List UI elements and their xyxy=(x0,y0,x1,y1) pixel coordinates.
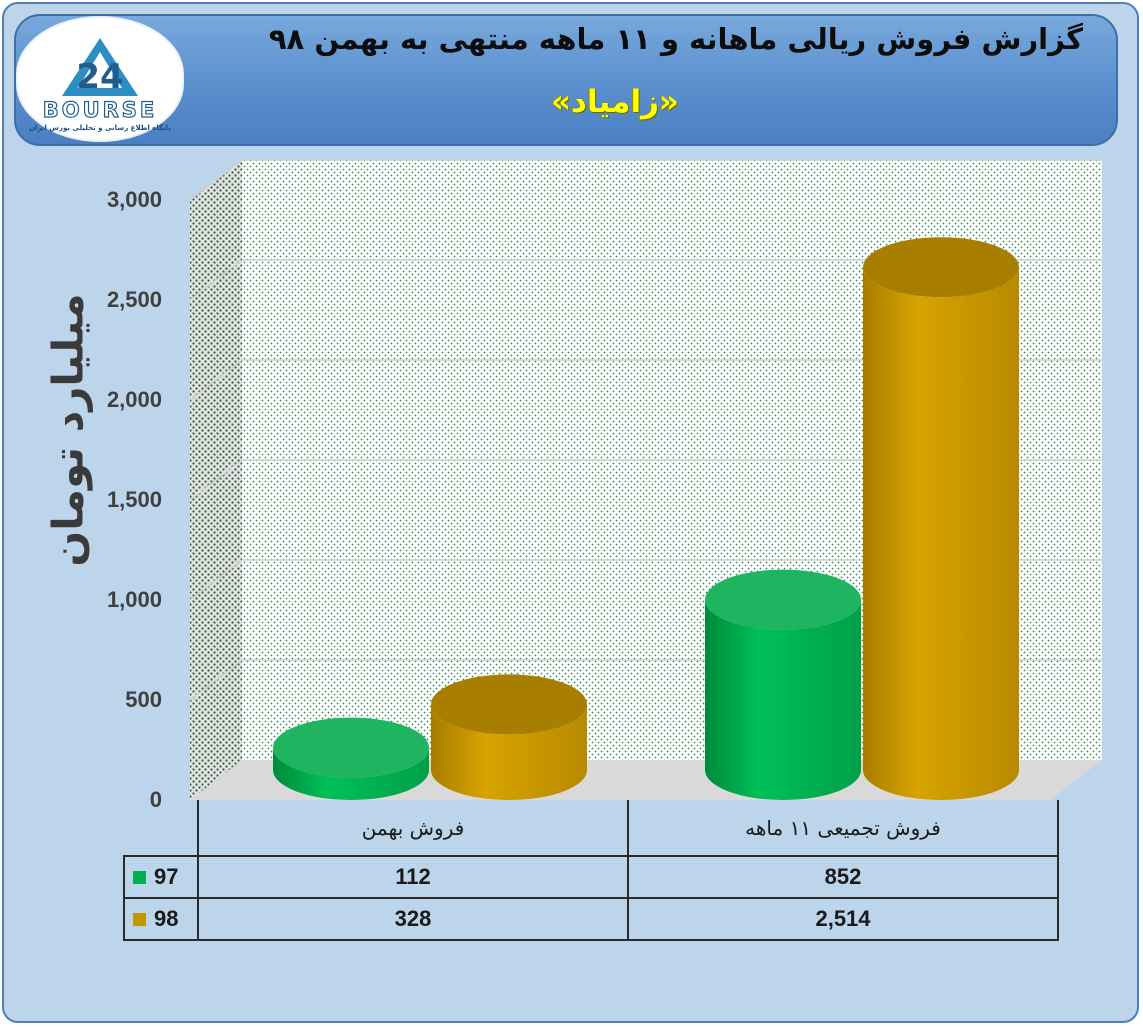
bar-97-11-month xyxy=(705,569,861,800)
bar-top xyxy=(273,717,429,778)
gridline-side xyxy=(189,559,243,601)
chart-title: گزارش فروش ریالی ماهانه و ۱۱ ماهه منتهی … xyxy=(268,22,1083,56)
y-tick-label: 1,500 xyxy=(106,487,162,512)
bar-98-bahman xyxy=(431,674,587,800)
bar-top xyxy=(863,237,1019,298)
bar-body xyxy=(705,599,861,800)
y-tick-label: 2,000 xyxy=(106,387,162,412)
bar-body xyxy=(863,267,1019,800)
legend-swatch-97-icon xyxy=(133,871,146,885)
y-tick-label: 1,000 xyxy=(106,587,162,612)
data-table: فروش بهمن فروش تجمیعی ۱۱ ماهه 97 112 852… xyxy=(123,800,1059,941)
y-tick-label: 500 xyxy=(125,687,162,712)
bar-97-bahman xyxy=(273,717,429,800)
gridline-side xyxy=(189,659,243,701)
bar-body xyxy=(273,747,429,800)
data-table-row-98: 98 328 2,514 xyxy=(123,897,1059,941)
bar-98-11-month xyxy=(863,237,1019,800)
legend-98: 98 xyxy=(123,897,199,941)
data-table-row-97: 97 112 852 xyxy=(123,855,1059,899)
gridline-side xyxy=(189,159,243,201)
title-banner xyxy=(14,14,1118,146)
data-label: 852 xyxy=(627,855,1059,899)
y-tick-label: 0 xyxy=(149,787,162,812)
category-label-bahman: فروش بهمن xyxy=(197,800,629,856)
logo-text: BOURSE xyxy=(42,97,158,122)
category-label-11-month: فروش تجمیعی ۱۱ ماهه xyxy=(627,800,1059,856)
data-label: 112 xyxy=(197,855,629,899)
y-tick-label: 2,500 xyxy=(106,287,162,312)
legend-swatch-98-icon xyxy=(133,913,146,927)
gridline-side xyxy=(189,359,243,401)
data-table-header-row: فروش بهمن فروش تجمیعی ۱۱ ماهه xyxy=(124,800,1059,856)
data-label: 328 xyxy=(197,897,629,941)
data-label: 2,514 xyxy=(627,897,1059,941)
bar-body xyxy=(431,704,587,800)
bourse-logo: 24 BOURSE پایگاه اطلاع رسانی و تحلیلی بو… xyxy=(18,18,182,140)
logo-mark-icon: 24 xyxy=(62,38,138,97)
svg-text:24: 24 xyxy=(76,57,123,97)
logo-subtitle: پایگاه اطلاع رسانی و تحلیلی بورس ایران xyxy=(29,124,171,132)
legend-97: 97 xyxy=(123,855,199,899)
y-tick-label: 3,000 xyxy=(106,187,162,212)
gridline-side xyxy=(189,259,243,301)
bars xyxy=(273,237,1019,800)
chart-subtitle-company: «زامیاد» xyxy=(551,84,679,120)
bar-top xyxy=(431,674,587,735)
bar-top xyxy=(705,569,861,630)
gridline-side xyxy=(189,459,243,501)
